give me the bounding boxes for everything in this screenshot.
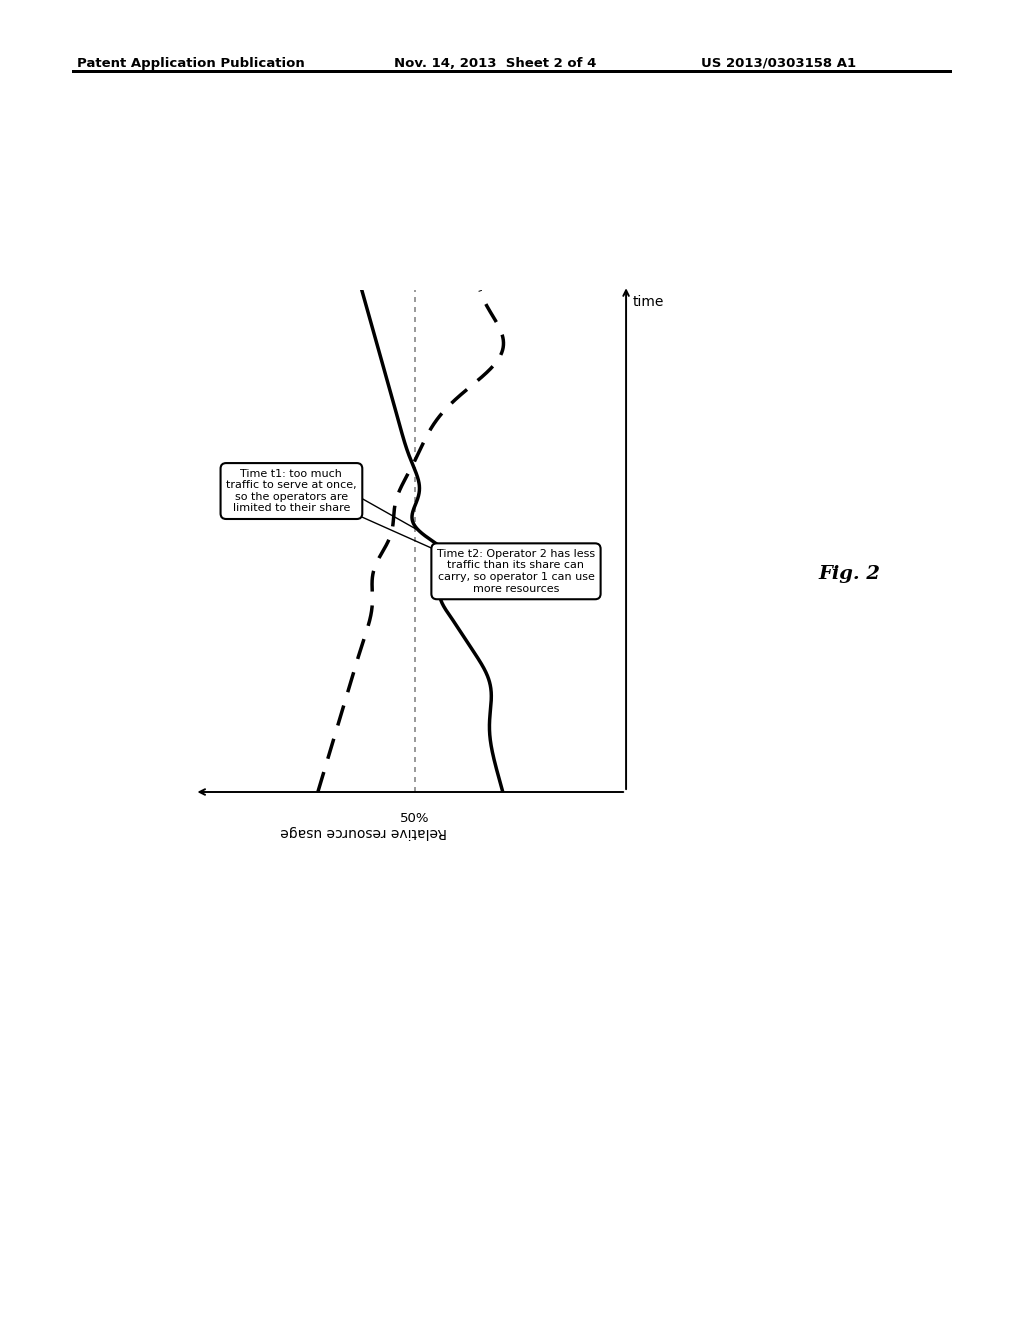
Text: Nov. 14, 2013  Sheet 2 of 4: Nov. 14, 2013 Sheet 2 of 4 (394, 57, 597, 70)
Text: time: time (633, 296, 664, 309)
Text: Time t2: Operator 2 has less
traffic than its share can
carry, so operator 1 can: Time t2: Operator 2 has less traffic tha… (437, 549, 595, 594)
Text: Relative resource usage: Relative resource usage (281, 825, 446, 840)
Text: Patent Application Publication: Patent Application Publication (77, 57, 304, 70)
Text: US 2013/0303158 A1: US 2013/0303158 A1 (701, 57, 856, 70)
Text: 50%: 50% (400, 812, 429, 825)
Text: Fig. 2: Fig. 2 (819, 565, 881, 583)
Text: Time t1: too much
traffic to serve at once,
so the operators are
limited to thei: Time t1: too much traffic to serve at on… (226, 469, 356, 513)
